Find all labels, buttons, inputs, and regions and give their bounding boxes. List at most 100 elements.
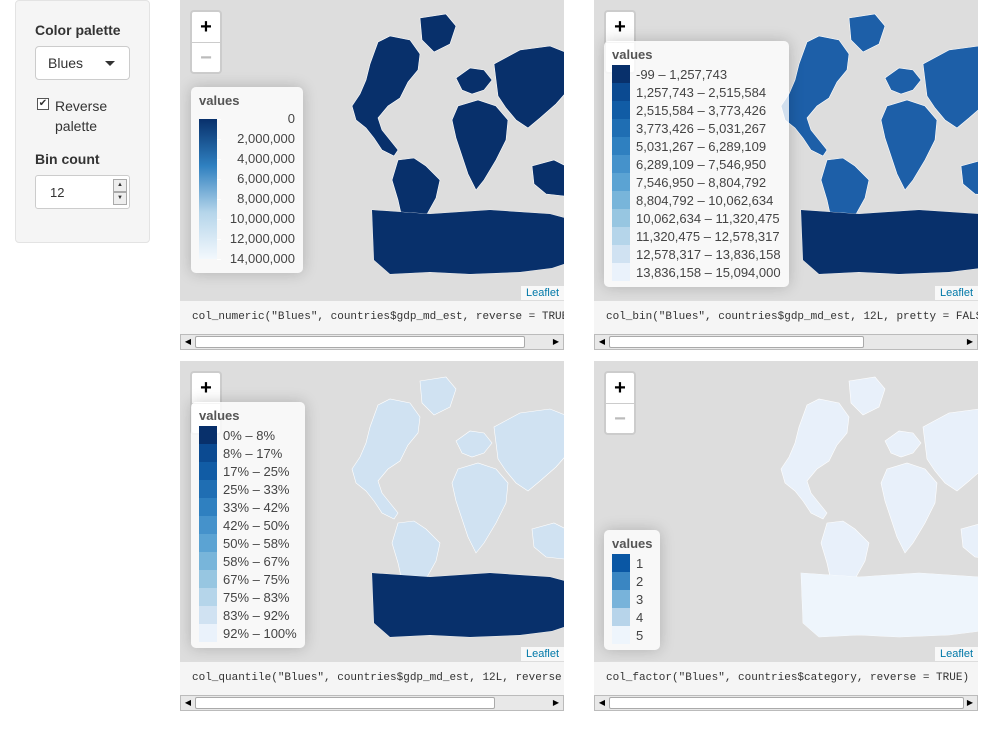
leaflet-map[interactable]: + − values 1 2 3 4 5 Leaflet: [594, 361, 978, 661]
controls-panel: Color palette Blues ✔ Reverse palette Bi…: [15, 0, 150, 243]
leaflet-map[interactable]: + − values 0 2,000,000 4,000,000 6,000,000 8,00…: [180, 0, 564, 300]
legend-label: 17% – 25%: [223, 463, 290, 479]
world-map-shapes: [351, 13, 564, 275]
zoom-in-button[interactable]: +: [614, 377, 626, 399]
palette-select-value: Blues: [48, 55, 84, 71]
gradient-label: 6,000,000: [237, 171, 295, 186]
legend-label: 3,773,426 – 5,031,267: [636, 120, 767, 136]
legend-item: 2,515,584 – 3,773,426: [612, 101, 781, 119]
legend-item: 1,257,743 – 2,515,584: [612, 83, 781, 101]
scroll-thumb[interactable]: [195, 336, 525, 348]
zoom-in-button[interactable]: +: [200, 16, 212, 38]
leaflet-attribution-link[interactable]: Leaflet: [934, 286, 978, 300]
leaflet-attribution-link[interactable]: Leaflet: [520, 286, 564, 300]
legend-item: 2: [612, 572, 652, 590]
legend-swatch: [199, 462, 217, 480]
code-snippet: col_bin("Blues", countries$gdp_md_est, 1…: [594, 300, 978, 338]
map-panel: + − values 0 2,000,000 4,000,000 6,000,000 8,00…: [180, 0, 564, 351]
legend-item: 0% – 8%: [199, 426, 297, 444]
map-legend: values 0 2,000,000 4,000,000 6,000,000 8,000,…: [191, 87, 303, 273]
legend-swatch: [612, 65, 630, 83]
zoom-out-button[interactable]: −: [606, 403, 634, 433]
legend-item: 10,062,634 – 11,320,475: [612, 209, 781, 227]
reverse-checkbox[interactable]: ✔: [37, 98, 49, 110]
scroll-right-icon[interactable]: ▶: [552, 698, 560, 707]
legend-label: 1: [636, 555, 644, 571]
legend-swatch: [199, 624, 217, 642]
legend-label: 13,836,158 – 15,094,000: [636, 264, 781, 280]
legend-swatch: [199, 444, 217, 462]
legend-label: 58% – 67%: [223, 553, 290, 569]
horizontal-scrollbar[interactable]: ◀ ▶: [180, 334, 564, 350]
zoom-out-button[interactable]: −: [192, 42, 220, 72]
legend-swatch: [199, 516, 217, 534]
gradient-tick: [217, 139, 221, 140]
bin-count-input[interactable]: 12 ▲ ▼: [35, 175, 130, 209]
scroll-right-icon[interactable]: ▶: [966, 337, 974, 346]
legend-label: 42% – 50%: [223, 517, 290, 533]
legend-swatch: [612, 209, 630, 227]
legend-label: 1,257,743 – 2,515,584: [636, 84, 767, 100]
legend-item: 11,320,475 – 12,578,317: [612, 227, 781, 245]
gradient-label: 2,000,000: [237, 131, 295, 146]
scroll-thumb[interactable]: [195, 697, 495, 709]
legend-swatch: [612, 83, 630, 101]
gradient-tick: [217, 119, 221, 120]
scroll-left-icon[interactable]: ◀: [184, 337, 192, 346]
spin-up-icon[interactable]: ▲: [113, 179, 127, 192]
legend-swatch: [612, 101, 630, 119]
legend-item: 12,578,317 – 13,836,158: [612, 245, 781, 263]
legend-item: 33% – 42%: [199, 498, 297, 516]
gradient-tick: [217, 179, 221, 180]
leaflet-attribution-link[interactable]: Leaflet: [934, 647, 978, 661]
reverse-label[interactable]: Reverse palette: [55, 98, 108, 134]
legend-item: 42% – 50%: [199, 516, 297, 534]
scroll-left-icon[interactable]: ◀: [598, 337, 606, 346]
gradient-tick: [217, 239, 221, 240]
palette-select[interactable]: Blues: [35, 46, 130, 80]
scroll-left-icon[interactable]: ◀: [598, 698, 606, 707]
leaflet-attribution-link[interactable]: Leaflet: [520, 647, 564, 661]
world-map-shapes: [780, 376, 978, 638]
legend-swatch: [612, 173, 630, 191]
legend-title: values: [612, 536, 653, 551]
legend-item: -99 – 1,257,743: [612, 65, 781, 83]
legend-swatch: [199, 588, 217, 606]
legend-title: values: [199, 408, 240, 423]
horizontal-scrollbar[interactable]: ◀ ▶: [594, 334, 978, 350]
legend-label: 8% – 17%: [223, 445, 283, 461]
legend-title: values: [612, 47, 653, 62]
scroll-left-icon[interactable]: ◀: [184, 698, 192, 707]
spin-down-icon[interactable]: ▼: [113, 192, 127, 205]
legend-item: 67% – 75%: [199, 570, 297, 588]
legend-swatch: [199, 570, 217, 588]
scroll-thumb[interactable]: [609, 336, 864, 348]
legend-item: 50% – 58%: [199, 534, 297, 552]
horizontal-scrollbar[interactable]: ◀ ▶: [594, 695, 978, 711]
legend-swatch: [612, 263, 630, 281]
legend-item: 8,804,792 – 10,062,634: [612, 191, 781, 209]
legend-swatch: [612, 626, 630, 644]
legend-label: 6,289,109 – 7,546,950: [636, 156, 767, 172]
scroll-right-icon[interactable]: ▶: [966, 698, 974, 707]
gradient-label: 4,000,000: [237, 151, 295, 166]
legend-swatch: [199, 480, 217, 498]
legend-item: 4: [612, 608, 652, 626]
legend-label: 12,578,317 – 13,836,158: [636, 246, 781, 262]
gradient-label: 12,000,000: [229, 231, 295, 246]
horizontal-scrollbar[interactable]: ◀ ▶: [180, 695, 564, 711]
zoom-in-button[interactable]: +: [200, 377, 212, 399]
legend-item: 25% – 33%: [199, 480, 297, 498]
gradient-label: 0: [287, 111, 295, 126]
zoom-in-button[interactable]: +: [614, 16, 626, 38]
world-map-shapes: [780, 13, 978, 275]
legend-label: 8,804,792 – 10,062,634: [636, 192, 774, 208]
scroll-right-icon[interactable]: ▶: [552, 337, 560, 346]
scroll-thumb[interactable]: [609, 697, 964, 709]
gradient-label: 14,000,000: [229, 251, 295, 266]
gradient-tick: [217, 159, 221, 160]
map-legend: values 1 2 3 4 5: [604, 530, 661, 650]
